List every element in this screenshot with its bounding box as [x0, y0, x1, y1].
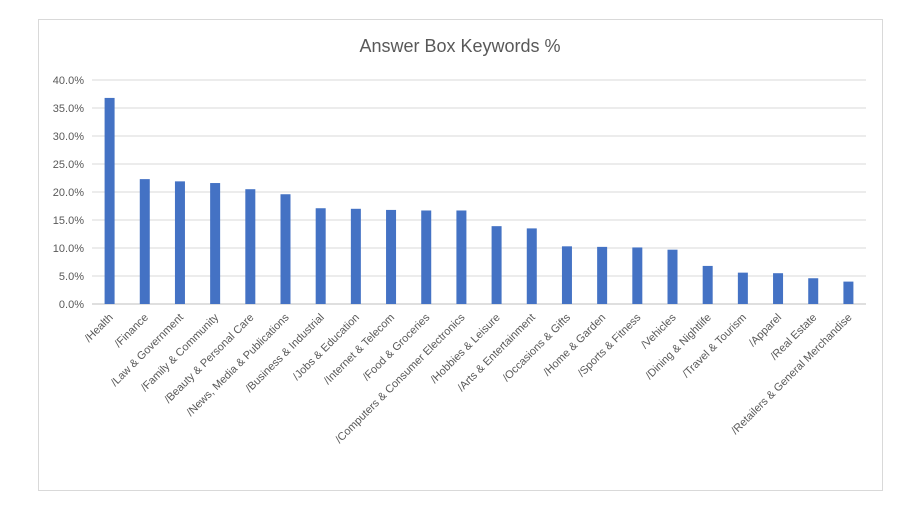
y-tick-label: 20.0% — [53, 187, 84, 199]
bar — [315, 208, 326, 304]
bar — [386, 209, 397, 304]
y-tick-label: 0.0% — [59, 299, 84, 311]
bar — [597, 246, 608, 304]
bar — [632, 247, 643, 304]
bar — [139, 179, 150, 304]
y-tick-label: 10.0% — [53, 243, 84, 255]
bar — [667, 249, 678, 304]
bar — [808, 278, 819, 304]
x-category-label: /Health — [83, 312, 116, 345]
bar — [702, 265, 713, 304]
x-category-label: /Food & Groceries — [361, 311, 433, 383]
x-category-label: /Computers & Consumer Electronics — [333, 311, 468, 446]
bar — [350, 208, 361, 304]
bars — [104, 97, 854, 304]
bar — [456, 210, 467, 304]
x-category-label: /Travel & Tourism — [680, 312, 749, 381]
y-tick-label: 35.0% — [53, 103, 84, 115]
bar — [210, 183, 221, 304]
bar — [104, 97, 115, 304]
y-tick-label: 15.0% — [53, 215, 84, 227]
bar — [280, 194, 291, 304]
x-category-label: /Dining & Nightlife — [643, 312, 713, 382]
chart-title: Answer Box Keywords % — [359, 36, 560, 56]
gridlines — [92, 79, 866, 305]
y-tick-label: 30.0% — [53, 131, 84, 143]
x-axis-category-labels: /Health/Finance/Law & Government/Family … — [83, 311, 855, 446]
bar — [174, 181, 185, 304]
bar — [737, 272, 748, 304]
y-tick-label: 40.0% — [53, 75, 84, 87]
bar — [526, 228, 537, 304]
bar — [245, 189, 256, 304]
y-axis-tick-labels: 0.0% 5.0% 10.0% 15.0% 20.0% 25.0% 30.0% 35.0% 40… — [53, 75, 84, 311]
bar — [561, 246, 572, 304]
bar — [421, 210, 432, 304]
y-tick-label: 5.0% — [59, 271, 84, 283]
bar — [491, 226, 502, 304]
y-tick-label: 25.0% — [53, 159, 84, 171]
bar — [773, 273, 784, 304]
x-category-label: /Jobs & Education — [291, 312, 362, 383]
bar — [843, 281, 854, 304]
x-category-label: /Home & Garden — [541, 312, 608, 379]
x-category-label: /Sports & Fitness — [576, 311, 644, 379]
